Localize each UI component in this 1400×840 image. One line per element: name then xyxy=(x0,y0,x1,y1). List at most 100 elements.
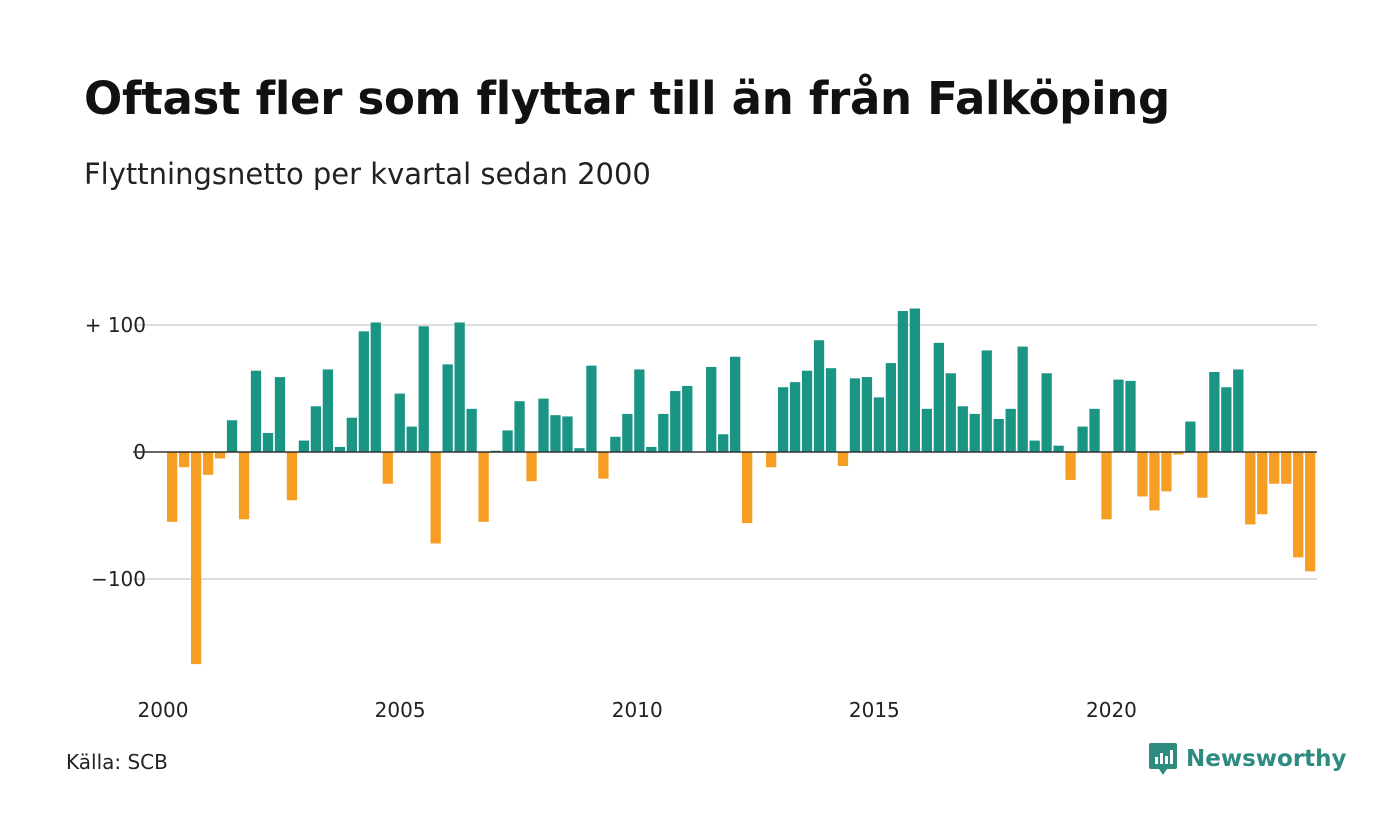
bar xyxy=(1281,452,1292,484)
bar xyxy=(394,393,405,452)
bar xyxy=(670,391,681,452)
bar xyxy=(1113,379,1124,452)
bar xyxy=(1221,387,1232,452)
bar xyxy=(250,370,262,452)
x-tick-label: 2015 xyxy=(849,698,900,722)
newsworthy-logo-icon xyxy=(1149,743,1177,775)
bar xyxy=(1293,452,1304,558)
bar xyxy=(478,452,489,522)
bar xyxy=(825,368,837,452)
bar xyxy=(1209,371,1220,452)
bar xyxy=(813,340,825,452)
bar xyxy=(262,432,274,452)
bar xyxy=(466,408,477,452)
x-tick-label: 2020 xyxy=(1086,698,1137,722)
bar xyxy=(370,322,381,452)
bar xyxy=(885,363,897,452)
bar xyxy=(1161,452,1172,492)
bar xyxy=(1125,380,1136,452)
bar xyxy=(634,369,645,452)
bar xyxy=(861,377,873,452)
bar xyxy=(682,385,693,452)
bar xyxy=(1269,452,1280,484)
bar xyxy=(190,452,202,665)
source-note: Källa: SCB xyxy=(66,750,168,774)
bar xyxy=(598,452,609,479)
brand-logo: Newsworthy xyxy=(1148,742,1347,776)
bar xyxy=(502,430,513,452)
bar xyxy=(945,373,956,452)
bar xyxy=(1101,452,1112,520)
bar xyxy=(801,370,813,452)
bar xyxy=(286,452,298,501)
bar xyxy=(993,418,1004,452)
bar xyxy=(1029,440,1040,452)
chart-subtitle: Flyttningsnetto per kvartal sedan 2000 xyxy=(84,157,651,191)
bar xyxy=(382,452,393,484)
bar xyxy=(1137,452,1148,497)
bar xyxy=(1149,452,1160,511)
bar xyxy=(574,448,585,452)
bar xyxy=(442,364,453,452)
bar xyxy=(873,397,885,452)
bar xyxy=(526,452,537,482)
bar xyxy=(849,378,861,452)
bar xyxy=(202,452,214,475)
bar xyxy=(622,413,633,452)
bar xyxy=(610,436,621,452)
x-tick-label: 2000 xyxy=(138,698,189,722)
bar xyxy=(730,356,741,452)
bar xyxy=(1077,426,1088,452)
bar xyxy=(334,446,346,452)
bar xyxy=(957,406,968,452)
bar xyxy=(1233,369,1244,452)
bar xyxy=(178,452,190,468)
bar xyxy=(586,365,597,452)
bar xyxy=(454,322,465,452)
bar xyxy=(238,452,250,520)
bar xyxy=(646,446,657,452)
x-tick-label: 2005 xyxy=(375,698,426,722)
bar xyxy=(969,413,980,452)
bar xyxy=(837,452,849,466)
bar xyxy=(1305,452,1316,572)
bar xyxy=(706,366,717,452)
bar xyxy=(1005,408,1016,452)
brand-name: Newsworthy xyxy=(1186,746,1347,772)
bar xyxy=(1257,452,1268,515)
bar xyxy=(981,350,992,452)
y-tick-label: −100 xyxy=(91,567,146,591)
bar xyxy=(1089,408,1100,452)
bar xyxy=(1065,452,1076,480)
bar xyxy=(514,401,525,452)
bar xyxy=(765,452,777,468)
bar xyxy=(1041,373,1052,452)
bar xyxy=(933,342,944,452)
bar xyxy=(1185,421,1196,452)
bar xyxy=(1053,445,1064,452)
bar xyxy=(742,452,753,524)
bar xyxy=(214,452,226,459)
bar xyxy=(789,382,801,452)
bar xyxy=(167,452,178,522)
chart-title: Oftast fler som flyttar till än från Fal… xyxy=(84,72,1170,125)
bar xyxy=(1197,452,1208,498)
bar xyxy=(406,426,417,452)
bar xyxy=(358,331,369,452)
bar xyxy=(550,415,561,452)
bar xyxy=(777,387,789,452)
bar xyxy=(274,377,286,452)
bar xyxy=(921,408,932,452)
x-tick-label: 2010 xyxy=(612,698,663,722)
bar xyxy=(909,308,921,452)
bar xyxy=(658,413,669,452)
bar xyxy=(346,417,357,452)
bar xyxy=(226,420,238,452)
bar xyxy=(1017,346,1028,452)
bar xyxy=(310,406,322,452)
bar xyxy=(430,452,441,544)
y-tick-label: + 100 xyxy=(85,313,146,337)
bar xyxy=(562,416,573,452)
bar xyxy=(322,369,334,452)
